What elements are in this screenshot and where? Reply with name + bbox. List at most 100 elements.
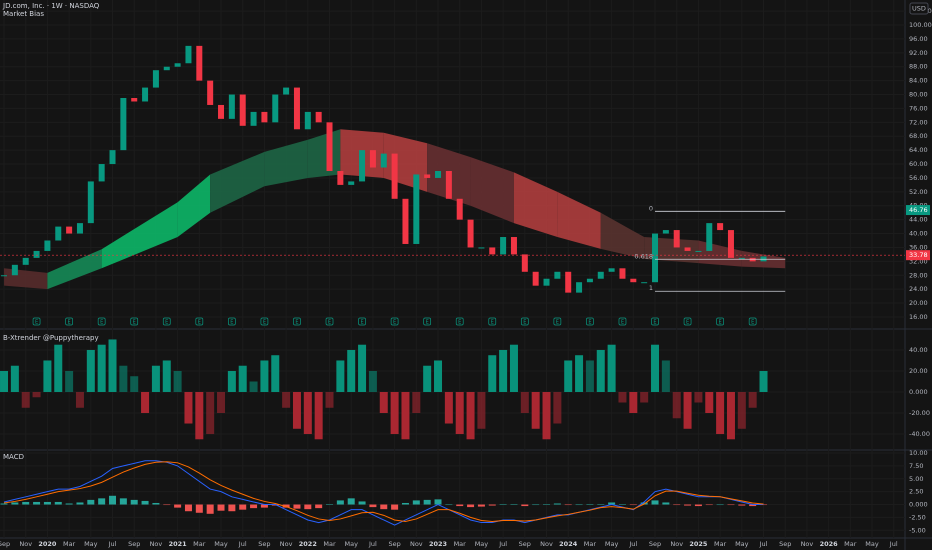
macd-histogram-bar: [673, 504, 681, 506]
earnings-label: E: [263, 319, 266, 325]
oscillator-bar: [434, 360, 443, 392]
macd-histogram-bar: [749, 504, 757, 507]
bias-band: [210, 151, 265, 213]
earnings-label: E: [556, 319, 559, 325]
y-tick-label: 20.00: [909, 367, 928, 375]
oscillator-bar: [596, 349, 605, 392]
y-tick-label: 16.00: [909, 313, 928, 321]
candle: [250, 111, 257, 126]
candle: [717, 223, 724, 231]
earnings-marker: [195, 317, 204, 326]
macd-histogram-bar: [401, 502, 409, 505]
macd-histogram-bar: [250, 504, 258, 509]
y-tick-label: -5.00: [909, 526, 926, 534]
y-tick-label: 20.00: [909, 299, 928, 307]
oscillator-bar: [108, 339, 117, 392]
candle: [500, 237, 507, 255]
oscillator-bar: [97, 344, 106, 392]
x-tick-label: Nov: [150, 540, 163, 548]
candle: [456, 198, 463, 220]
earnings-marker: [32, 317, 41, 326]
oscillator-bar: [314, 391, 323, 440]
indicator-name: Market Bias: [3, 10, 44, 18]
currency-box[interactable]: [909, 2, 929, 15]
y-tick-label: 72.00: [909, 118, 928, 126]
earnings-label: E: [35, 319, 38, 325]
oscillator-bar: [390, 391, 399, 435]
candle: [576, 282, 583, 293]
macd-histogram-bar: [54, 501, 62, 505]
macd-histogram-bar: [239, 504, 247, 510]
earnings-label: E: [491, 319, 494, 325]
fib-label: 0.618: [634, 252, 653, 260]
oscillator-bar: [260, 360, 269, 392]
bias-band: [600, 212, 645, 259]
macd-histogram-bar: [684, 504, 692, 506]
macd-histogram-bar: [304, 504, 312, 510]
oscillator-bar: [488, 355, 497, 392]
oscillator-bar: [227, 370, 236, 392]
macd-histogram-bar: [293, 504, 301, 509]
macd-histogram-bar: [521, 504, 529, 507]
candle: [380, 153, 387, 168]
oscillator-bar: [119, 365, 128, 392]
oscillator-bar: [726, 391, 735, 440]
oscillator-bar: [705, 391, 714, 414]
earnings-label: E: [165, 319, 168, 325]
oscillator-bar: [325, 391, 334, 408]
fib-label: 1: [649, 284, 653, 292]
oscillator-bar: [737, 391, 746, 429]
earnings-label: E: [751, 319, 754, 325]
oscillator-bar: [629, 391, 638, 414]
earnings-marker: [651, 317, 659, 326]
x-tick-label: Mar: [844, 540, 857, 548]
macd-histogram-bar: [358, 501, 366, 505]
x-tick-label: 2020: [38, 540, 57, 548]
y-tick-label: 24.00: [909, 285, 928, 293]
x-tick-label: Nov: [801, 540, 814, 548]
earnings-label: E: [719, 319, 722, 325]
y-tick-label: 92.00: [909, 49, 928, 57]
x-tick-label: Nov: [540, 540, 553, 548]
bias-band: [264, 139, 308, 187]
signal-line: [3, 461, 764, 523]
y-tick-label: 100.00: [909, 21, 932, 29]
candle: [109, 150, 116, 165]
earnings-label: E: [393, 319, 396, 325]
candle: [76, 223, 83, 234]
candle: [239, 94, 246, 126]
oscillator-bar: [379, 391, 388, 414]
macd-histogram-bar: [11, 502, 19, 505]
y-tick-label: 96.00: [909, 35, 928, 43]
earnings-marker: [65, 317, 73, 326]
x-tick-label: May: [865, 540, 879, 548]
oscillator-bar: [509, 344, 518, 392]
bias-band: [513, 172, 558, 238]
earnings-label: E: [588, 319, 591, 325]
macd-histogram-bar: [141, 500, 149, 505]
oscillator-bar: [423, 365, 432, 392]
candle: [565, 271, 572, 293]
oscillator-bar: [672, 391, 681, 419]
earnings-marker: [748, 317, 757, 326]
currency[interactable]: USD: [912, 5, 926, 13]
oscillator-bar: [162, 360, 171, 392]
macd-histogram-bar: [477, 504, 485, 507]
macd-histogram-bar: [499, 504, 507, 505]
candle: [1, 275, 8, 277]
macd-histogram-bar: [76, 502, 84, 505]
macd-histogram-bar: [347, 498, 355, 505]
x-tick-label: Mar: [63, 540, 76, 548]
oscillator-bar: [141, 391, 150, 414]
macd-histogram-bar: [369, 504, 377, 508]
oscillator-bar: [249, 381, 258, 392]
x-tick-label: May: [605, 540, 619, 548]
y-tick-label: 44.00: [909, 216, 928, 224]
x-tick-label: May: [344, 540, 358, 548]
earnings-label: E: [295, 319, 298, 325]
candle: [174, 63, 181, 67]
macd-histogram-bar: [336, 500, 344, 505]
oscillator-bar: [292, 391, 301, 429]
oscillator-bar: [21, 391, 30, 408]
macd-histogram-bar: [662, 502, 670, 505]
